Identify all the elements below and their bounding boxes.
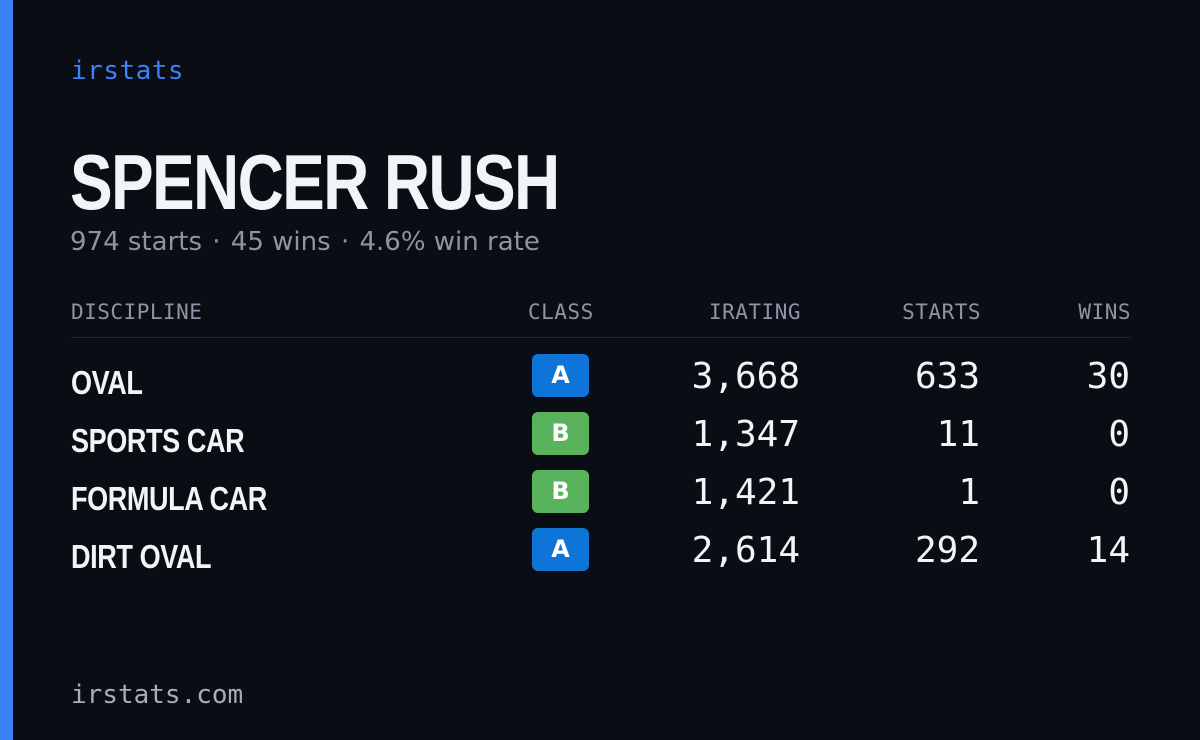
wins-value: 30 bbox=[1086, 356, 1130, 397]
starts-value: 633 bbox=[914, 356, 980, 397]
accent-bar bbox=[0, 0, 13, 740]
discipline-name: SPORTS CAR bbox=[71, 422, 245, 459]
footer-url[interactable]: irstats.com bbox=[71, 680, 244, 710]
starts-value: 1 bbox=[958, 472, 980, 513]
driver-name: SPENCER RUSH bbox=[70, 138, 560, 226]
header-irating: IRATING bbox=[708, 300, 801, 324]
starts-value: 11 bbox=[936, 414, 980, 455]
brand-logo-text: irstats bbox=[71, 56, 185, 86]
wins-value: 0 bbox=[1108, 414, 1130, 455]
starts-summary: 974 starts bbox=[70, 227, 202, 257]
discipline-name: FORMULA CAR bbox=[71, 480, 267, 517]
driver-summary: 974 starts · 45 wins · 4.6% win rate bbox=[70, 227, 540, 257]
table-row: OVAL A 3,668 633 30 bbox=[71, 354, 1131, 412]
discipline-name: DIRT OVAL bbox=[71, 538, 212, 575]
discipline-table: DISCIPLINE CLASS IRATING STARTS WINS OVA… bbox=[71, 298, 1131, 575]
class-badge: B bbox=[532, 412, 589, 455]
header-wins: WINS bbox=[1078, 300, 1131, 324]
starts-value: 292 bbox=[914, 530, 980, 571]
table-row: FORMULA CAR B 1,421 1 0 bbox=[71, 470, 1131, 528]
table-row: SPORTS CAR B 1,347 11 0 bbox=[71, 412, 1131, 470]
header-starts: STARTS bbox=[902, 300, 981, 324]
separator-dot: · bbox=[212, 227, 221, 257]
class-badge: A bbox=[532, 528, 589, 571]
header-class: CLASS bbox=[528, 300, 594, 324]
wins-value: 0 bbox=[1108, 472, 1130, 513]
table-row: DIRT OVAL A 2,614 292 14 bbox=[71, 528, 1131, 586]
irating-value: 1,347 bbox=[691, 414, 800, 455]
irating-value: 1,421 bbox=[691, 472, 800, 513]
table-header: DISCIPLINE CLASS IRATING STARTS WINS bbox=[71, 298, 1131, 338]
discipline-name: OVAL bbox=[71, 364, 143, 401]
separator-dot: · bbox=[340, 227, 350, 257]
winrate-summary: 4.6% win rate bbox=[359, 227, 540, 257]
table-body: OVAL A 3,668 633 30 SPORTS CAR B 1,347 1… bbox=[71, 354, 1131, 586]
class-badge: A bbox=[532, 354, 589, 397]
irating-value: 2,614 bbox=[691, 530, 800, 571]
wins-summary: 45 wins bbox=[230, 227, 331, 257]
wins-value: 14 bbox=[1086, 530, 1130, 571]
header-discipline: DISCIPLINE bbox=[71, 300, 203, 324]
irating-value: 3,668 bbox=[691, 356, 800, 397]
class-badge: B bbox=[532, 470, 589, 513]
